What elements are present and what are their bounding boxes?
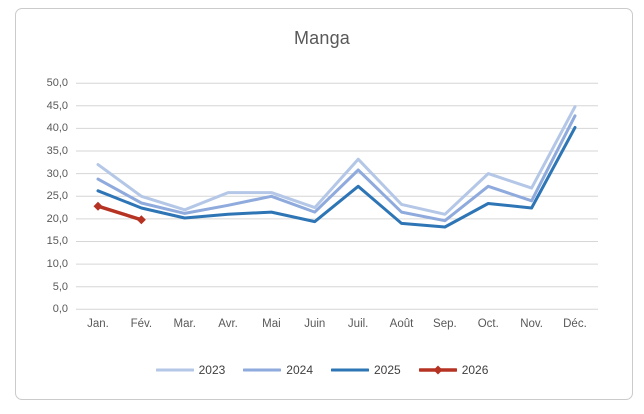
legend-swatch-2023 — [155, 368, 194, 372]
x-axis-label-Avr: Avr. — [218, 318, 238, 330]
legend-item-2026: 2026 — [418, 363, 489, 377]
legend-label-2023: 2023 — [198, 363, 226, 377]
data-point-marker-2026 — [93, 201, 103, 211]
legend-item-2025: 2025 — [331, 363, 401, 377]
y-tick-label: 5,0 — [52, 280, 68, 293]
y-tick-label: 20,0 — [46, 212, 68, 225]
x-axis-label-Juil: Juil. — [347, 318, 369, 330]
x-axis-label-Fv: Fév. — [130, 318, 153, 330]
x-axis-label-Mar: Mar. — [173, 318, 196, 330]
x-axis-label-Dc: Déc. — [563, 318, 587, 330]
x-axis-label-Sep: Sep. — [433, 318, 457, 330]
y-tick-label: 25,0 — [46, 190, 68, 203]
y-tick-label: 0,0 — [52, 303, 68, 316]
x-axis-label-Nov: Nov. — [520, 318, 543, 330]
legend-swatch-2026 — [418, 365, 457, 375]
legend-label-2024: 2024 — [286, 363, 313, 377]
y-tick-label: 45,0 — [46, 99, 68, 112]
y-tick-label: 15,0 — [46, 235, 68, 248]
x-axis-label-Jan: Jan. — [87, 318, 109, 330]
x-axis-label-Oct: Oct. — [477, 318, 499, 330]
y-tick-label: 50,0 — [46, 77, 68, 90]
y-tick-label: 35,0 — [46, 145, 68, 158]
y-tick-label: 40,0 — [46, 122, 68, 135]
legend-label-2026: 2026 — [461, 363, 489, 377]
legend-marker-diamond — [433, 365, 443, 375]
series-line-2026 — [96, 204, 144, 222]
legend-swatch-2025 — [331, 368, 369, 372]
chart-title: Manga — [293, 28, 351, 48]
legend-item-2023: 2023 — [155, 363, 226, 377]
x-axis-label-Aot: Août — [389, 318, 414, 330]
series-line-2023 — [96, 105, 577, 216]
series-line-2025 — [96, 126, 577, 229]
x-axis-label-Juin: Juin — [304, 318, 326, 330]
legend-item-2024: 2024 — [243, 363, 313, 377]
series-line-2024 — [96, 114, 577, 223]
legend: 2023 2024 2025 2026 — [0, 361, 644, 379]
y-tick-label: 30,0 — [46, 167, 68, 180]
legend-label-2025: 2025 — [374, 363, 401, 377]
x-axis-label-Mai: Mai — [262, 318, 281, 330]
y-tick-label: 10,0 — [46, 258, 68, 271]
legend-swatch-2024 — [243, 368, 282, 372]
data-point-marker-2026 — [136, 215, 146, 225]
